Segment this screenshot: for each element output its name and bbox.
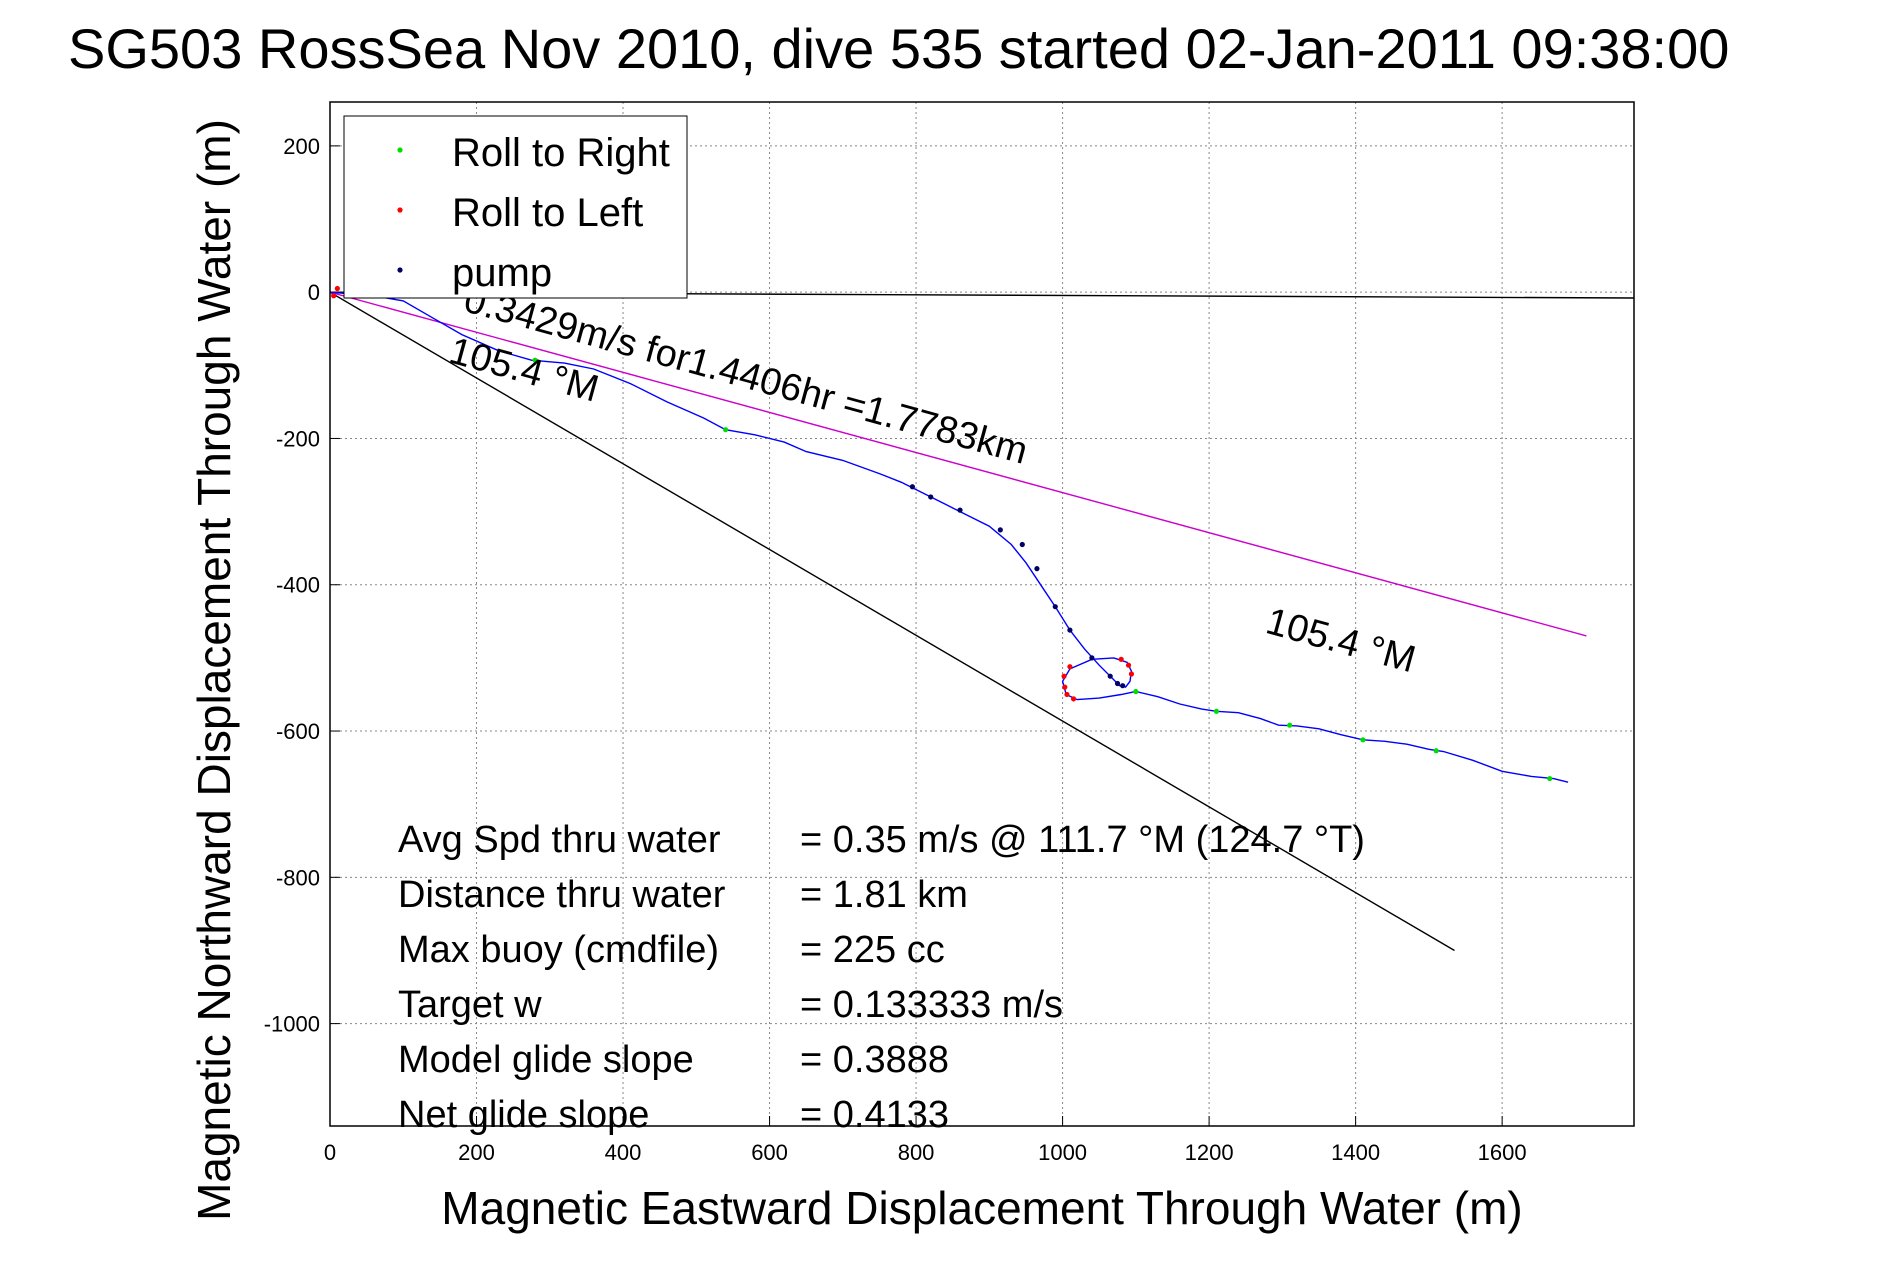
stat-label: Max buoy (cmdfile) [398, 929, 719, 971]
marker-roll-right [1360, 737, 1366, 743]
stat-value: = 0.35 m/s @ 111.7 °M (124.7 °T) [800, 819, 1365, 861]
legend-marker [397, 147, 403, 153]
marker-roll-left [1064, 691, 1070, 698]
marker-roll-left [331, 293, 337, 299]
marker-roll-left [1128, 671, 1135, 677]
marker-roll-left [1118, 656, 1124, 662]
x-tick-label: 400 [605, 1140, 642, 1165]
stat-value: = 0.133333 m/s [800, 984, 1063, 1026]
marker-pump [1067, 627, 1073, 633]
marker-pump [957, 507, 963, 513]
stat-label: Target w [398, 984, 542, 1026]
plot-frame [329, 101, 1635, 1127]
marker-roll-left [1062, 684, 1068, 690]
marker-pump [909, 484, 916, 490]
legend: Roll to Right Roll to Left pump [343, 115, 688, 299]
stat-label: Avg Spd thru water [398, 819, 721, 861]
y-tick-label: -800 [276, 865, 320, 890]
legend-marker [397, 267, 403, 273]
stat-label: Distance thru water [398, 874, 726, 916]
series-line-black-heading-line [330, 291, 1455, 952]
x-tick-label: 200 [458, 1140, 495, 1165]
marker-pump [928, 494, 934, 500]
series-line-magenta-line [330, 291, 1587, 637]
marker-roll-right [532, 357, 538, 363]
stat-value: = 1.81 km [800, 874, 968, 916]
marker-roll-right [1287, 722, 1293, 728]
marker-pump [997, 527, 1003, 533]
series-line-track [330, 291, 1569, 783]
marker-pump [1052, 604, 1058, 610]
marker-roll-left [1061, 673, 1067, 679]
x-tick-label: 0 [324, 1140, 336, 1165]
x-tick-label: 1200 [1185, 1140, 1234, 1165]
stats-block: Avg Spd thru water = 0.35 m/s @ 111.7 °M … [398, 819, 1365, 1136]
y-axis-label: Magnetic Northward Displacement Through … [188, 119, 240, 1221]
marker-roll-left [334, 285, 340, 292]
x-tick-label: 1600 [1478, 1140, 1527, 1165]
legend-entry: pump [452, 251, 552, 295]
x-axis-label: Magnetic Eastward Displacement Through W… [441, 1182, 1522, 1234]
marker-roll-left [1067, 664, 1073, 670]
x-tick-label: 1400 [1331, 1140, 1380, 1165]
legend-entry: Roll to Left [452, 191, 643, 235]
stat-value: = 225 cc [800, 929, 945, 971]
legend-box [343, 115, 688, 299]
stat-value: = 0.4133 [800, 1094, 949, 1136]
y-tick-label: 200 [283, 134, 320, 159]
x-tick-label: 1000 [1038, 1140, 1087, 1165]
marker-roll-right [722, 427, 729, 433]
marker-pump [1107, 673, 1113, 679]
stat-label: Model glide slope [398, 1039, 694, 1081]
series-markers [331, 285, 1553, 782]
legend-entry: Roll to Right [452, 131, 670, 175]
stat-value: = 0.3888 [800, 1039, 949, 1081]
marker-pump [1034, 566, 1040, 572]
chart-title: SG503 RossSea Nov 2010, dive 535 started… [68, 17, 1729, 80]
marker-roll-left [1070, 696, 1077, 702]
marker-roll-right [1433, 748, 1439, 754]
x-tick-label: 800 [898, 1140, 935, 1165]
marker-roll-right [1213, 708, 1220, 714]
x-tick-label: 600 [751, 1140, 788, 1165]
marker-pump [1019, 541, 1025, 548]
marker-roll-left [1125, 662, 1132, 668]
marker-pump [1089, 655, 1095, 661]
marker-pump [1120, 683, 1126, 689]
marker-roll-right [1133, 688, 1139, 695]
y-tick-label: -400 [276, 573, 320, 598]
x-axis-ticks: 0 200 400 600 800 1000 1200 1400 1600 [324, 1116, 1527, 1165]
y-tick-label: -200 [276, 426, 320, 451]
y-axis-ticks: 200 0 -200 -400 -600 -800 -1000 [264, 134, 340, 1037]
marker-roll-right [1547, 775, 1553, 782]
y-tick-label: -600 [276, 719, 320, 744]
legend-marker [397, 207, 403, 213]
y-tick-label: -1000 [264, 1012, 320, 1037]
stat-label: Net glide slope [398, 1094, 649, 1136]
marker-pump [1114, 680, 1121, 687]
y-tick-label: 0 [308, 280, 320, 305]
